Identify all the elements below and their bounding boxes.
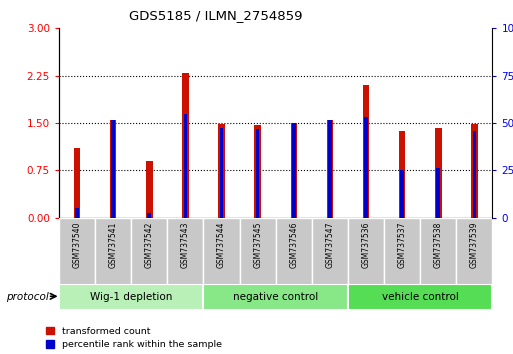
Bar [327,120,333,218]
Bar [254,125,261,218]
Bar [348,284,492,310]
Bar [437,169,440,218]
Bar [59,218,95,285]
Bar [348,218,384,285]
Bar [364,117,368,218]
Text: GSM737547: GSM737547 [325,222,334,268]
Bar [290,123,297,218]
Bar [75,208,79,218]
Text: GSM737538: GSM737538 [434,222,443,268]
Bar [400,170,404,218]
Legend: transformed count, percentile rank within the sample: transformed count, percentile rank withi… [46,326,222,349]
Text: GSM737540: GSM737540 [72,222,82,268]
Text: GSM737536: GSM737536 [362,222,370,268]
Bar [110,120,116,218]
Bar [471,124,478,218]
Bar [204,284,348,310]
Bar [435,128,442,218]
Bar [275,218,312,285]
Text: vehicle control: vehicle control [382,292,459,302]
Bar [111,120,115,218]
Text: GSM737545: GSM737545 [253,222,262,268]
Text: GSM737539: GSM737539 [470,222,479,268]
Text: GSM737541: GSM737541 [109,222,117,268]
Text: GSM737546: GSM737546 [289,222,298,268]
Bar [312,218,348,285]
Bar [219,124,225,218]
Text: negative control: negative control [233,292,319,302]
Bar [384,218,420,285]
Bar [399,131,405,218]
Bar [95,218,131,285]
Bar [146,161,152,218]
Text: GSM737537: GSM737537 [398,222,407,268]
Bar [59,284,204,310]
Bar [328,120,332,218]
Text: GDS5185 / ILMN_2754859: GDS5185 / ILMN_2754859 [129,9,302,22]
Bar [184,114,187,218]
Text: GSM737543: GSM737543 [181,222,190,268]
Text: protocol: protocol [6,292,49,302]
Bar [204,218,240,285]
Bar [240,218,275,285]
Bar [292,123,295,218]
Bar [420,218,457,285]
Text: Wig-1 depletion: Wig-1 depletion [90,292,172,302]
Text: GSM737542: GSM737542 [145,222,154,268]
Bar [457,218,492,285]
Bar [167,218,204,285]
Bar [363,85,369,218]
Bar [74,148,81,218]
Bar [182,73,189,218]
Text: GSM737544: GSM737544 [217,222,226,268]
Bar [472,131,476,218]
Bar [256,129,260,218]
Bar [220,128,223,218]
Bar [131,218,167,285]
Bar [148,213,151,218]
